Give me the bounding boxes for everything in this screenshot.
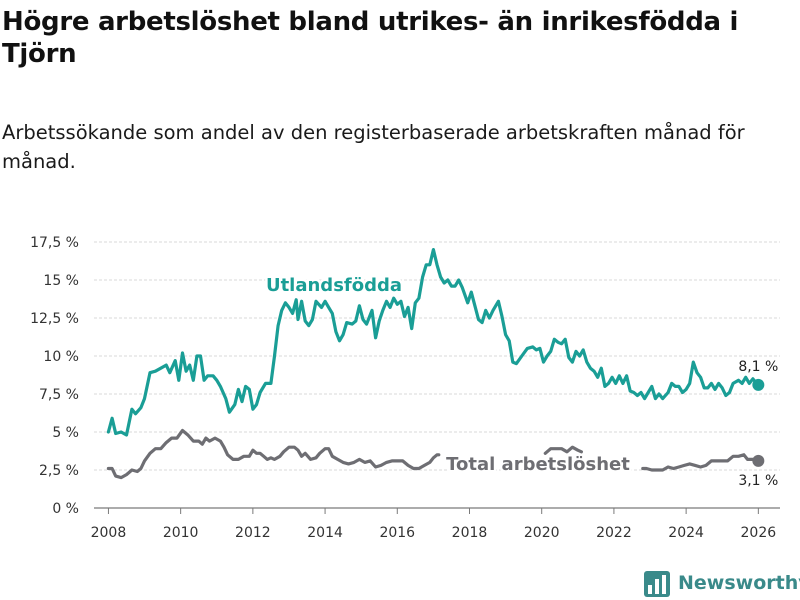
series-label-total: Total arbetslöshet <box>446 454 630 475</box>
series-line-total-seg-3 <box>641 453 760 472</box>
newsworthy-logo[interactable]: Newsworthy <box>644 568 800 598</box>
x-tick-label: 2018 <box>452 525 488 541</box>
series-line-utlandsfodda <box>106 248 760 437</box>
x-tick-label: 2026 <box>741 525 777 541</box>
y-tick-label: 10 % <box>43 349 79 365</box>
x-tick-label: 2016 <box>379 525 415 541</box>
x-tick-label: 2008 <box>91 525 127 541</box>
chart-subtitle: Arbetssökande som andel av den registerb… <box>2 121 745 173</box>
y-tick-label: 17,5 % <box>30 235 79 251</box>
end-marker-utlandsfodda <box>752 378 765 391</box>
x-tick-label: 2012 <box>235 525 271 541</box>
x-tick-label: 2010 <box>163 525 199 541</box>
end-marker-total <box>752 454 765 467</box>
y-tick-label: 2,5 % <box>39 463 79 479</box>
y-tick-label: 12,5 % <box>30 311 79 327</box>
y-tick-label: 15 % <box>43 273 79 289</box>
y-tick-label: 7,5 % <box>39 387 79 403</box>
brand-name: Newsworthy <box>678 572 800 594</box>
chart-title: Högre arbetslöshet bland utrikes- än inr… <box>2 7 739 69</box>
bar-chart-icon <box>644 571 670 597</box>
series-line-total-seg-1 <box>106 428 441 480</box>
end-label-total: 3,1 % <box>738 473 778 489</box>
y-tick-label: 5 % <box>52 425 79 441</box>
end-label-utlandsfodda: 8,1 % <box>738 359 778 375</box>
series-label-utlandsfodda: Utlandsfödda <box>266 275 402 296</box>
x-tick-label: 2020 <box>524 525 560 541</box>
x-tick-label: 2024 <box>668 525 704 541</box>
series-line-total-seg-2 <box>543 445 583 455</box>
y-tick-label: 0 % <box>52 501 79 517</box>
x-tick-label: 2022 <box>596 525 632 541</box>
x-tick-label: 2014 <box>307 525 343 541</box>
